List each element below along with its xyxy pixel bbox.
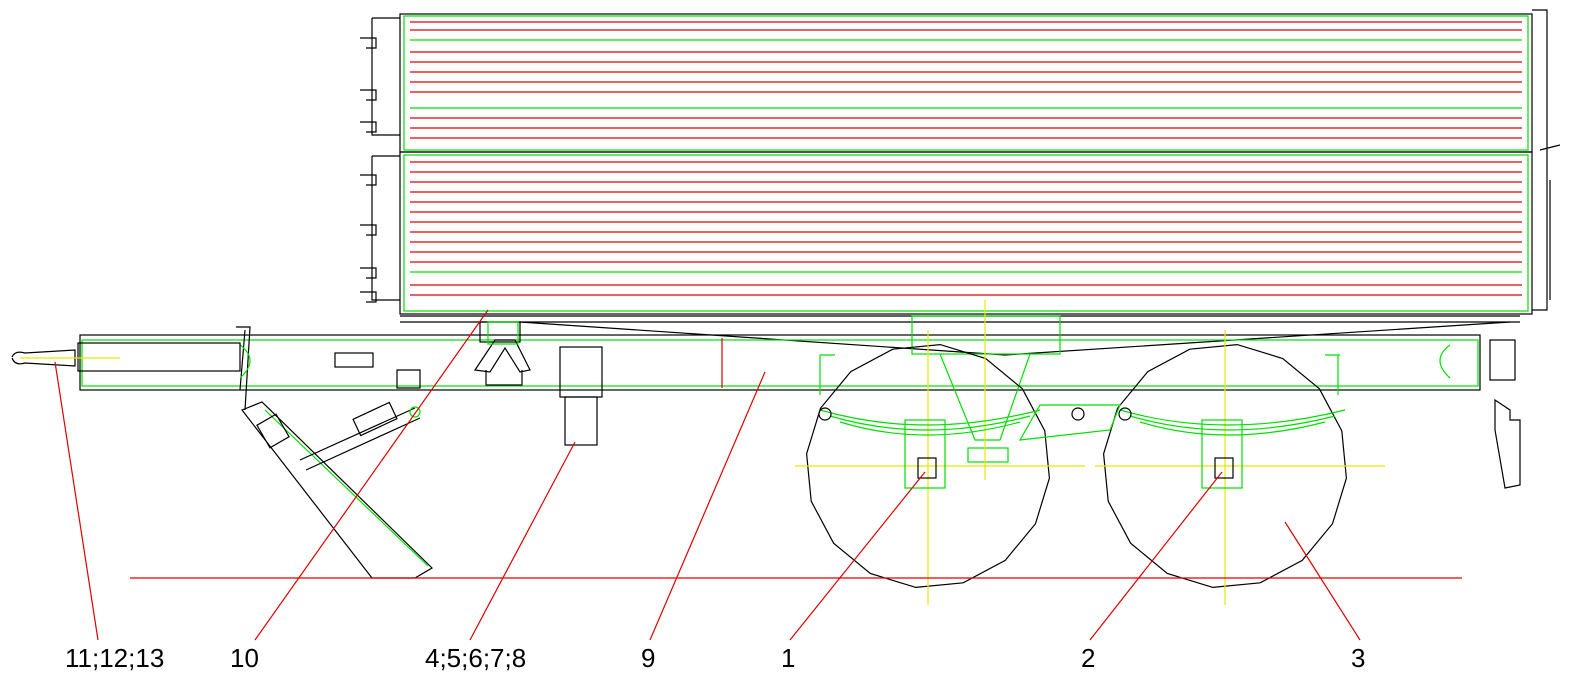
axle-2	[1214, 457, 1234, 479]
front-bracket	[396, 321, 531, 389]
callout-label: 9	[641, 643, 655, 673]
body-base	[400, 315, 1520, 323]
chassis	[79, 326, 1516, 411]
wheels	[795, 300, 1385, 605]
support-leg	[241, 401, 433, 579]
drawbar	[11, 342, 241, 372]
upper-side-panel	[399, 13, 1533, 153]
tie-rods	[519, 321, 1511, 356]
lift-cylinder	[911, 315, 1061, 463]
callout-label: 11;12;13	[65, 643, 164, 673]
callout-label: 3	[1351, 643, 1365, 673]
callout-label: 1	[781, 643, 795, 673]
rear-light	[1494, 398, 1521, 489]
callout-label: 4;5;6;7;8	[425, 643, 526, 673]
equipment-box	[559, 346, 603, 446]
panel-lines	[410, 21, 1522, 296]
callout-label: 10	[230, 643, 259, 673]
leader-lines	[54, 309, 1361, 641]
axle-1	[917, 457, 937, 479]
suspension	[818, 354, 1346, 489]
lower-side-panel	[399, 151, 1533, 315]
left-hinges	[360, 9, 1561, 311]
callout-label: 2	[1081, 643, 1095, 673]
